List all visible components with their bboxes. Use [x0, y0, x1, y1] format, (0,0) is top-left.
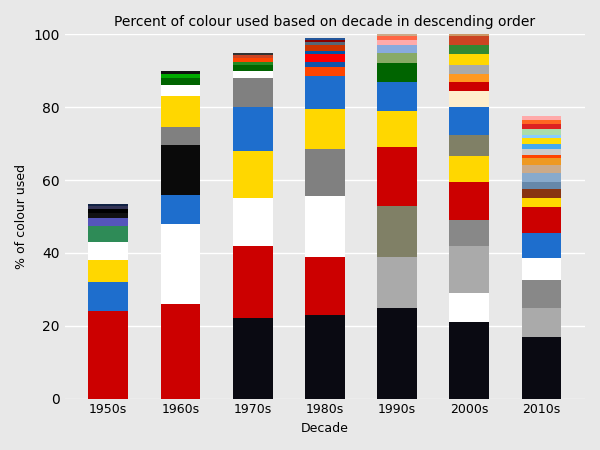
- Bar: [377, 82, 417, 111]
- Bar: [377, 31, 417, 33]
- Bar: [305, 42, 345, 45]
- Bar: [161, 127, 200, 145]
- Bar: [305, 67, 345, 76]
- Bar: [233, 319, 272, 399]
- Bar: [88, 206, 128, 209]
- Bar: [521, 233, 562, 258]
- Bar: [521, 124, 562, 129]
- Bar: [161, 194, 200, 224]
- Bar: [377, 111, 417, 147]
- Bar: [449, 45, 489, 54]
- Bar: [449, 135, 489, 156]
- Bar: [377, 36, 417, 40]
- Bar: [305, 51, 345, 54]
- Bar: [521, 149, 562, 154]
- Bar: [449, 65, 489, 74]
- Bar: [521, 144, 562, 149]
- Bar: [88, 204, 128, 206]
- Bar: [88, 242, 128, 260]
- Bar: [305, 76, 345, 109]
- Bar: [233, 198, 272, 246]
- Bar: [233, 107, 272, 151]
- Bar: [233, 71, 272, 78]
- Bar: [377, 147, 417, 206]
- Bar: [233, 55, 272, 58]
- Bar: [161, 224, 200, 304]
- Bar: [305, 109, 345, 149]
- Bar: [305, 149, 345, 196]
- Bar: [449, 74, 489, 82]
- Bar: [377, 40, 417, 45]
- Bar: [377, 63, 417, 82]
- Bar: [521, 129, 562, 135]
- Bar: [233, 78, 272, 107]
- Bar: [521, 207, 562, 233]
- Bar: [449, 54, 489, 65]
- Bar: [233, 65, 272, 71]
- Bar: [521, 337, 562, 399]
- Bar: [377, 206, 417, 256]
- Bar: [161, 74, 200, 78]
- Bar: [377, 45, 417, 53]
- Bar: [161, 78, 200, 86]
- Bar: [161, 145, 200, 194]
- Bar: [521, 158, 562, 166]
- Bar: [305, 196, 345, 256]
- Y-axis label: % of colour used: % of colour used: [15, 164, 28, 269]
- Title: Percent of colour used based on decade in descending order: Percent of colour used based on decade i…: [115, 15, 535, 29]
- Bar: [521, 280, 562, 307]
- Bar: [521, 120, 562, 124]
- Bar: [305, 45, 345, 51]
- Bar: [233, 62, 272, 65]
- Bar: [305, 315, 345, 399]
- Bar: [521, 173, 562, 182]
- Bar: [233, 53, 272, 55]
- Bar: [88, 260, 128, 282]
- Bar: [233, 246, 272, 319]
- Bar: [449, 29, 489, 36]
- Bar: [88, 213, 128, 218]
- Bar: [449, 182, 489, 220]
- Bar: [88, 282, 128, 311]
- Bar: [521, 154, 562, 158]
- Bar: [161, 86, 200, 96]
- Bar: [88, 218, 128, 225]
- Bar: [521, 198, 562, 207]
- Bar: [521, 182, 562, 189]
- Bar: [521, 307, 562, 337]
- Bar: [521, 116, 562, 120]
- Bar: [449, 156, 489, 182]
- Bar: [233, 58, 272, 62]
- Bar: [305, 54, 345, 62]
- Bar: [377, 53, 417, 63]
- Bar: [521, 258, 562, 280]
- Bar: [305, 38, 345, 40]
- Bar: [161, 71, 200, 74]
- X-axis label: Decade: Decade: [301, 422, 349, 435]
- Bar: [305, 62, 345, 67]
- Bar: [305, 256, 345, 315]
- Bar: [449, 246, 489, 293]
- Bar: [449, 220, 489, 246]
- Bar: [521, 189, 562, 198]
- Bar: [377, 256, 417, 307]
- Bar: [88, 311, 128, 399]
- Bar: [449, 36, 489, 45]
- Bar: [449, 91, 489, 107]
- Bar: [449, 322, 489, 399]
- Bar: [449, 107, 489, 135]
- Bar: [377, 307, 417, 399]
- Bar: [449, 82, 489, 91]
- Bar: [521, 135, 562, 138]
- Bar: [377, 33, 417, 36]
- Bar: [233, 151, 272, 198]
- Bar: [161, 304, 200, 399]
- Bar: [161, 96, 200, 127]
- Bar: [88, 209, 128, 213]
- Bar: [449, 293, 489, 322]
- Bar: [521, 138, 562, 144]
- Bar: [88, 225, 128, 242]
- Bar: [305, 40, 345, 42]
- Bar: [521, 166, 562, 173]
